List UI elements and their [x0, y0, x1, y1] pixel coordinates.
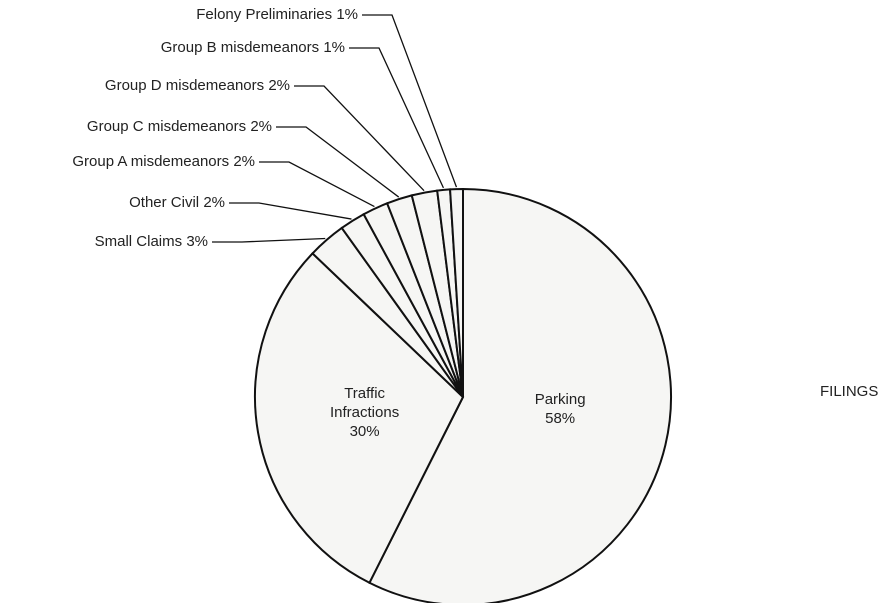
slice-value: 30% [349, 422, 380, 440]
callout-value: 2% [250, 118, 272, 135]
callout-name: Group B misdemeanors [161, 39, 319, 56]
callout-name: Group D misdemeanors [105, 77, 264, 94]
leader-line [349, 47, 445, 189]
chart-title: FILINGS [820, 383, 878, 400]
pie-slice [449, 187, 464, 398]
leader-line [259, 161, 375, 208]
callout-name: Small Claims [95, 233, 183, 250]
callout-label: Group C misdemeanors 2% [87, 118, 272, 135]
leader-line [229, 202, 352, 220]
callout-value: 1% [323, 39, 345, 56]
callout-value: 1% [336, 6, 358, 23]
slice-label-box: Traffic Infractions 30% [315, 384, 415, 441]
slice-name: Traffic Infractions [330, 384, 400, 421]
leader-line [276, 126, 400, 198]
leader-line [212, 237, 326, 243]
slice-value: 58% [545, 410, 576, 428]
callout-label: Group B misdemeanors 1% [161, 39, 345, 56]
callout-label: Group D misdemeanors 2% [105, 77, 290, 94]
callout-label: Small Claims 3% [95, 233, 208, 250]
callout-label: Felony Preliminaries 1% [196, 6, 358, 23]
leader-line [362, 14, 458, 188]
callout-name: Felony Preliminaries [196, 6, 332, 23]
callout-value: 2% [203, 194, 225, 211]
callout-name: Other Civil [129, 194, 199, 211]
slice-name: Parking [534, 391, 586, 409]
callout-name: Group C misdemeanors [87, 118, 246, 135]
callout-value: 3% [186, 233, 208, 250]
slice-label-box: Parking 58% [510, 390, 610, 428]
pie-slice [254, 251, 465, 585]
callout-value: 2% [233, 153, 255, 170]
leader-line [294, 85, 425, 192]
callout-value: 2% [268, 77, 290, 94]
callout-label: Other Civil 2% [129, 194, 225, 211]
callout-label: Group A misdemeanors 2% [72, 153, 255, 170]
callout-name: Group A misdemeanors [72, 153, 229, 170]
